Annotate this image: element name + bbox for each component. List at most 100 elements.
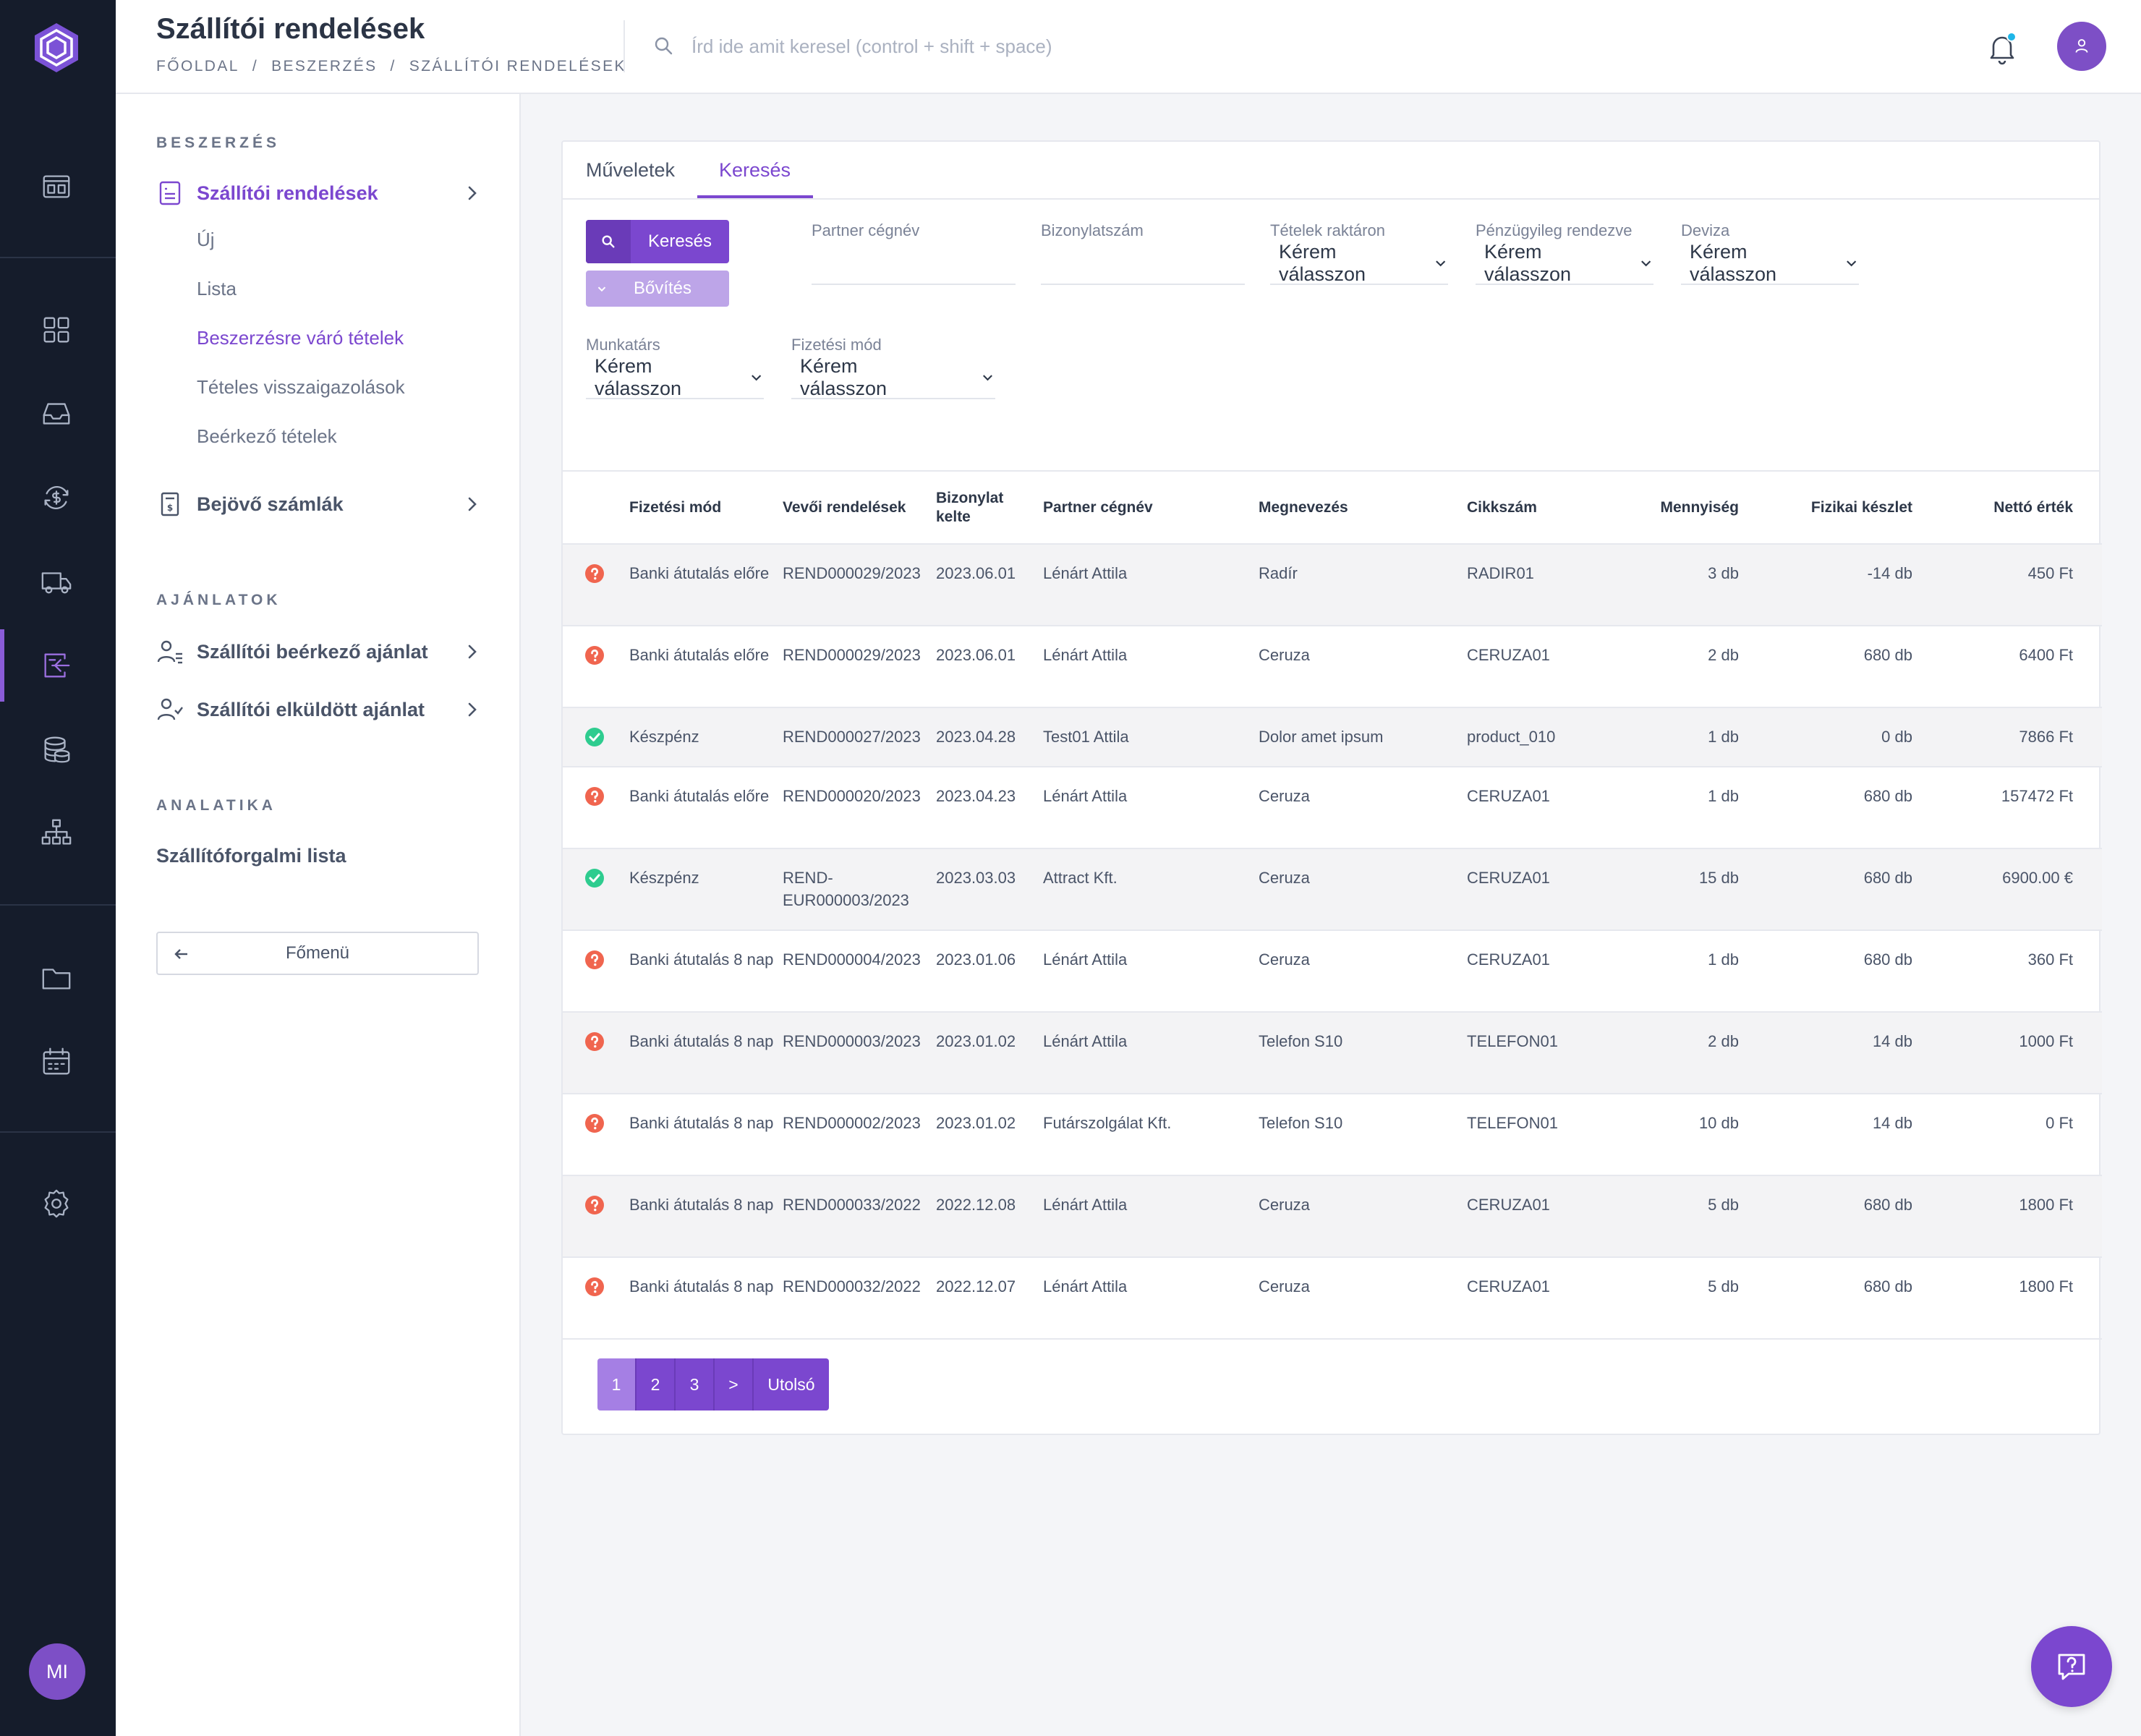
cell-sku: TELEFON01: [1464, 1094, 1601, 1176]
cell-order: REND000027/2023: [780, 707, 933, 767]
nav-items-awaiting-purchase[interactable]: Beszerzésre váró tételek: [197, 327, 404, 349]
calendar-icon[interactable]: [36, 1042, 77, 1082]
stock-select[interactable]: Kérem válasszon: [1270, 241, 1448, 285]
table-row[interactable]: Banki átutalás előre REND000029/2023 2023.…: [563, 544, 2102, 626]
next-page-button[interactable]: >: [715, 1358, 754, 1410]
financial-filter: Pénzügyileg rendezve Kérem válasszon: [1476, 221, 1653, 285]
financial-select[interactable]: Kérem válasszon: [1476, 241, 1653, 285]
search-button[interactable]: Keresés: [586, 220, 729, 263]
col-stock[interactable]: Fizikai készlet: [1768, 472, 1941, 545]
page-1-button[interactable]: 1: [597, 1358, 637, 1410]
purchase-icon[interactable]: [36, 645, 77, 686]
cell-status: [563, 848, 626, 931]
nav-supplier-sent-offer-label: Szállítói elküldött ajánlat: [197, 698, 425, 720]
nav-supplier-turnover-list[interactable]: Szállítóforgalmi lista: [156, 845, 346, 867]
cell-qty: 2 db: [1601, 1012, 1768, 1094]
cell-partner: Futárszolgálat Kft.: [1040, 1094, 1256, 1176]
global-search-input[interactable]: [691, 29, 1342, 64]
employee-filter-label: Munkatárs: [586, 336, 660, 354]
document-list-icon: [159, 181, 181, 205]
page-3-button[interactable]: 3: [676, 1358, 715, 1410]
cell-order: REND000029/2023: [780, 544, 933, 626]
nav-supplier-sent-offer[interactable]: Szállítói elküldött ajánlat: [156, 692, 482, 728]
col-sku[interactable]: Cikkszám: [1464, 472, 1601, 545]
col-date[interactable]: Bizonylat kelte: [933, 472, 1040, 545]
coins-icon[interactable]: [36, 729, 77, 770]
app-logo-icon[interactable]: [29, 20, 84, 75]
cell-payment: Banki átutalás előre: [626, 544, 780, 626]
cell-stock: 680 db: [1768, 767, 1941, 849]
nav-incoming-invoices[interactable]: $ Bejövő számlák: [156, 486, 482, 522]
folder-icon[interactable]: [36, 958, 77, 998]
nav-incoming-items[interactable]: Beérkező tételek: [197, 425, 337, 447]
cell-net: 157472 Ft: [1941, 767, 2102, 849]
search-button-label: Keresés: [647, 231, 712, 251]
cell-name: Ceruza: [1256, 767, 1464, 849]
settings-icon[interactable]: [36, 1183, 77, 1224]
dashboard-icon[interactable]: [36, 166, 77, 207]
cell-payment: Banki átutalás 8 nap: [626, 1094, 780, 1176]
col-payment[interactable]: Fizetési mód: [626, 472, 780, 545]
cell-payment: Banki átutalás előre: [626, 767, 780, 849]
org-chart-icon[interactable]: [36, 813, 77, 854]
payment-filter: Fizetési mód Kérem válasszon: [791, 336, 995, 399]
cell-payment: Banki átutalás 8 nap: [626, 930, 780, 1013]
payment-select[interactable]: Kérem válasszon: [791, 355, 995, 399]
cell-partner: Lénárt Attila: [1040, 930, 1256, 1013]
help-chat-button[interactable]: [2031, 1626, 2112, 1707]
cell-net: 6900.00 €: [1941, 848, 2102, 931]
doc-number-filter: Bizonylatszám: [1041, 221, 1245, 285]
inbox-icon[interactable]: [36, 393, 77, 434]
nav-itemized-confirmations[interactable]: Tételes visszaigazolások: [197, 376, 405, 398]
main-menu-button[interactable]: Főmenü: [156, 932, 479, 975]
table-row[interactable]: Banki átutalás 8 nap REND000002/2023 2023.…: [563, 1094, 2102, 1176]
truck-icon[interactable]: [36, 561, 77, 602]
bell-icon[interactable]: [1982, 27, 2022, 68]
col-net[interactable]: Nettó érték: [1941, 472, 2102, 545]
table-row[interactable]: Banki átutalás 8 nap REND000033/2022 2022.…: [563, 1175, 2102, 1258]
table-row[interactable]: Készpénz REND-EUR000003/2023 2023.03.03 Att…: [563, 848, 2102, 931]
col-partner[interactable]: Partner cégnév: [1040, 472, 1256, 545]
table-row[interactable]: Készpénz REND000027/2023 2023.04.28 Test01 …: [563, 707, 2102, 767]
doc-number-input[interactable]: [1041, 243, 1245, 285]
nav-list[interactable]: Lista: [197, 278, 237, 299]
cell-status: [563, 1257, 626, 1340]
employee-select[interactable]: Kérem válasszon: [586, 355, 764, 399]
currency-exchange-icon[interactable]: [36, 477, 77, 518]
cell-order: REND-EUR000003/2023: [780, 848, 933, 931]
col-qty[interactable]: Mennyiség: [1601, 472, 1768, 545]
table-row[interactable]: Banki átutalás 8 nap REND000032/2022 2022.…: [563, 1257, 2102, 1340]
table-row[interactable]: Banki átutalás 8 nap REND000003/2023 2023.…: [563, 1012, 2102, 1094]
cell-date: 2023.04.23: [933, 767, 1040, 849]
grid-icon[interactable]: [36, 310, 77, 350]
profile-button[interactable]: [2057, 22, 2106, 71]
cell-name: Ceruza: [1256, 848, 1464, 931]
nav-supplier-orders[interactable]: Szállítói rendelések: [156, 175, 482, 211]
employee-filter: Munkatárs Kérem válasszon: [586, 336, 764, 399]
user-avatar[interactable]: MI: [29, 1643, 85, 1700]
table-row[interactable]: Banki átutalás előre REND000029/2023 2023.…: [563, 626, 2102, 708]
tab-search[interactable]: Keresés: [719, 159, 791, 181]
partner-input[interactable]: [812, 243, 1016, 285]
cell-status: [563, 1175, 626, 1258]
page-2-button[interactable]: 2: [637, 1358, 676, 1410]
currency-filter: Deviza Kérem válasszon: [1681, 221, 1859, 285]
table-row[interactable]: Banki átutalás előre REND000020/2023 2023.…: [563, 767, 2102, 849]
cell-sku: CERUZA01: [1464, 848, 1601, 931]
cell-status: [563, 707, 626, 767]
breadcrumb-purchase[interactable]: BESZERZÉS: [271, 58, 378, 75]
nav-supplier-incoming-offer[interactable]: Szállítói beérkező ajánlat: [156, 634, 482, 670]
question-circle-icon: [584, 950, 605, 970]
breadcrumb-home[interactable]: FŐOLDAL: [156, 58, 239, 75]
table-row[interactable]: Banki átutalás 8 nap REND000004/2023 2023.…: [563, 930, 2102, 1013]
last-page-button[interactable]: Utolsó: [754, 1358, 829, 1410]
cell-status: [563, 1094, 626, 1176]
tab-operations[interactable]: Műveletek: [586, 159, 676, 181]
col-name[interactable]: Megnevezés: [1256, 472, 1464, 545]
cell-status: [563, 544, 626, 626]
col-orders[interactable]: Vevői rendelések: [780, 472, 933, 545]
currency-select[interactable]: Kérem válasszon: [1681, 241, 1859, 285]
help-chat-icon: [2058, 1654, 2085, 1680]
expand-button[interactable]: Bővítés: [586, 271, 729, 307]
nav-new[interactable]: Új: [197, 229, 215, 250]
